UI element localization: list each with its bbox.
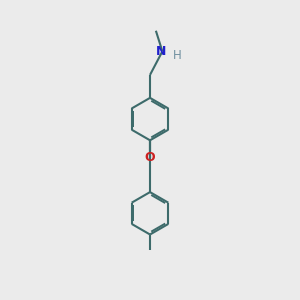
Text: O: O	[145, 151, 155, 164]
Text: N: N	[156, 45, 166, 58]
Text: H: H	[173, 49, 182, 62]
